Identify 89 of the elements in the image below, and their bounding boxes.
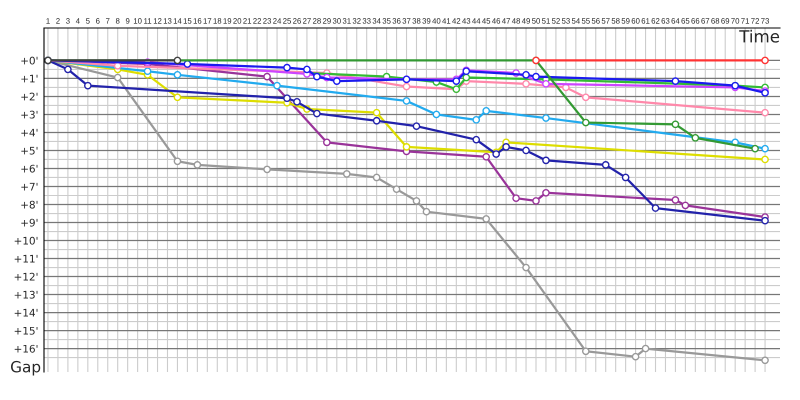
point: [283, 94, 291, 102]
point: [372, 108, 380, 116]
point: [542, 114, 550, 122]
point: [632, 352, 640, 361]
point: [402, 97, 410, 105]
y-tick-label: +7': [21, 182, 38, 190]
point: [263, 72, 271, 80]
y-tick-label: +8': [21, 200, 38, 209]
point: [602, 161, 610, 169]
point: [761, 56, 769, 64]
point: [273, 82, 281, 90]
point: [532, 197, 540, 205]
point: [194, 161, 202, 169]
y-tick-label: +2': [21, 92, 38, 100]
point: [64, 66, 72, 74]
y-tick-label: +4': [21, 128, 38, 136]
point: [313, 110, 321, 118]
point: [472, 136, 480, 144]
point: [672, 77, 680, 85]
point: [682, 202, 690, 210]
point: [482, 152, 490, 161]
point: [652, 204, 660, 212]
point: [542, 156, 550, 164]
point: [402, 143, 410, 151]
y-tick-label: +10': [14, 236, 38, 245]
point: [144, 67, 152, 76]
point: [522, 71, 530, 79]
point: [283, 64, 291, 72]
y-tick-label: +14': [14, 308, 38, 317]
y-tick-label: +1': [21, 74, 38, 82]
point: [412, 197, 420, 205]
point: [761, 144, 769, 152]
point: [512, 194, 520, 202]
point: [293, 98, 301, 106]
point: [372, 174, 380, 182]
point: [692, 134, 700, 142]
point: [522, 146, 530, 154]
point: [422, 208, 430, 216]
point: [392, 185, 400, 194]
point: [263, 166, 271, 174]
point: [174, 157, 182, 166]
point: [622, 174, 630, 182]
y-tick-label: +3': [21, 110, 38, 119]
point: [323, 138, 331, 146]
point: [313, 72, 321, 80]
y-axis-title: Gap: [11, 360, 40, 376]
point: [582, 347, 590, 356]
y-tick-label: +11': [14, 254, 38, 262]
point: [761, 156, 769, 164]
point: [532, 72, 540, 80]
point: [432, 110, 440, 118]
point: [672, 120, 680, 128]
y-tick-label: +13': [14, 290, 38, 299]
point: [174, 94, 182, 102]
point: [761, 356, 769, 364]
point: [672, 196, 680, 204]
y-tick-label: +9': [21, 218, 38, 227]
x-axis-title: Time: [739, 30, 780, 43]
y-tick-label: +0': [21, 56, 38, 65]
point: [84, 82, 92, 90]
point: [482, 215, 490, 223]
y-tick-label: +12': [14, 272, 38, 280]
point: [482, 107, 490, 115]
point: [522, 80, 530, 88]
point: [542, 80, 550, 88]
point: [342, 170, 351, 178]
point: [522, 264, 530, 272]
point: [303, 66, 311, 74]
point: [412, 122, 420, 130]
point: [372, 116, 380, 125]
point: [114, 74, 122, 82]
point: [174, 71, 182, 79]
point: [642, 344, 650, 352]
point: [332, 77, 341, 85]
point: [472, 116, 480, 124]
point: [462, 74, 470, 82]
point: [582, 118, 590, 126]
point: [402, 82, 410, 90]
point: [761, 216, 769, 225]
y-tick-label: +5': [21, 146, 38, 155]
point: [751, 144, 759, 152]
point: [502, 143, 510, 151]
y-tick-label: +6': [21, 164, 38, 173]
point: [174, 56, 182, 64]
point: [542, 188, 550, 197]
y-tick-label: +15': [14, 326, 38, 335]
y-tick-label: +16': [14, 344, 38, 353]
point: [761, 108, 769, 116]
point: [582, 94, 590, 102]
